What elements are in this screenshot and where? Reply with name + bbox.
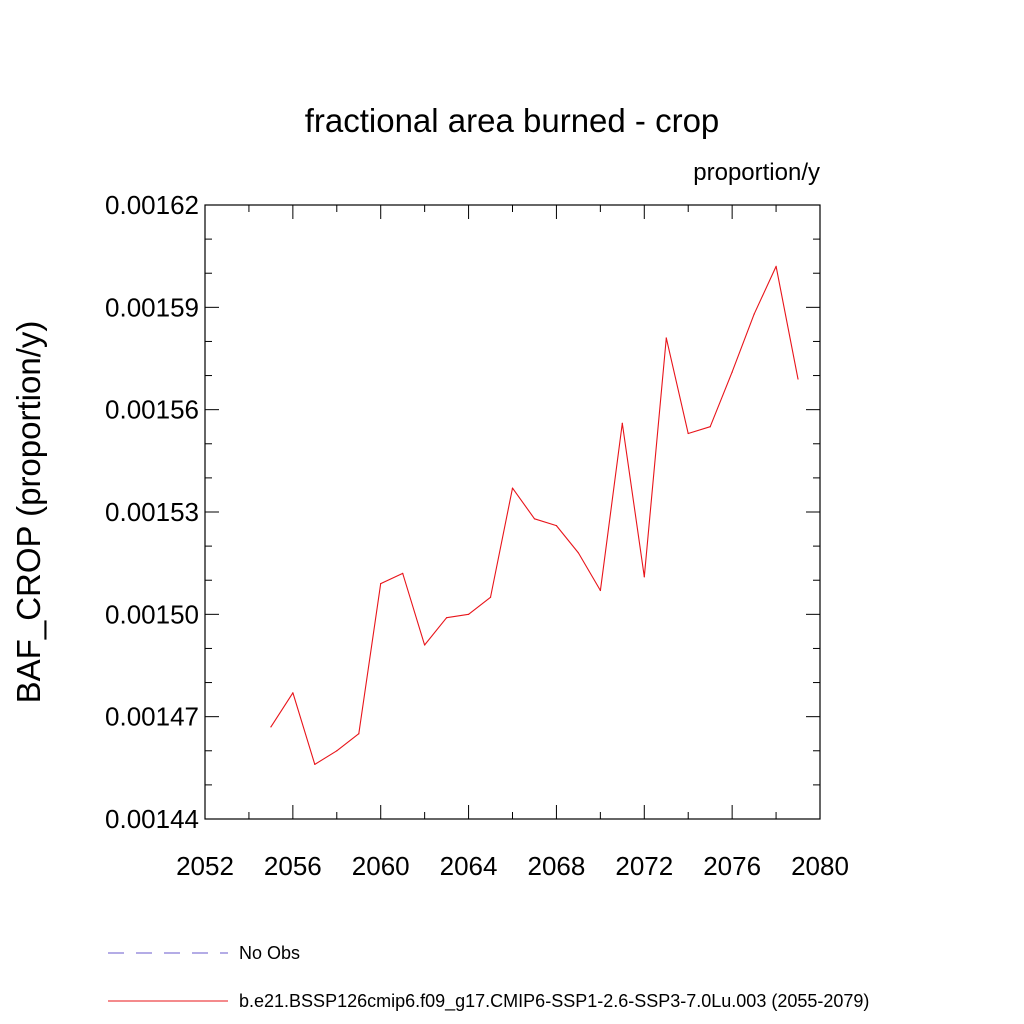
data-point — [665, 337, 667, 339]
data-point — [577, 552, 579, 554]
data-point — [599, 589, 601, 592]
y-tick-label: 0.00144 — [105, 804, 199, 834]
data-point — [687, 432, 689, 435]
x-tick-label: 2068 — [528, 851, 586, 881]
data-point — [402, 572, 404, 575]
data-point — [380, 583, 382, 585]
x-tick-label: 2056 — [264, 851, 322, 881]
data-point — [643, 576, 645, 578]
x-tick-label: 2072 — [615, 851, 673, 881]
data-point — [424, 644, 426, 646]
data-point — [797, 378, 799, 380]
data-point — [446, 617, 448, 619]
data-point — [314, 763, 316, 766]
y-tick-label: 0.00159 — [105, 292, 199, 322]
data-point — [753, 313, 755, 315]
x-tick-label: 2080 — [791, 851, 849, 881]
data-point — [489, 596, 492, 598]
data-point — [511, 487, 514, 489]
plot-frame — [204, 204, 821, 820]
y-axis-label: BAF_CROP (proportion/y) — [10, 321, 47, 704]
data-point — [270, 726, 272, 728]
data-point — [731, 371, 733, 373]
y-axis: 0.00144 0.00147 0.00150 0.00153 0.00156 0.001… — [105, 190, 820, 834]
x-tick-label: 2064 — [440, 851, 498, 881]
y-tick-label: 0.00162 — [105, 190, 199, 220]
data-point — [621, 422, 623, 424]
data-point — [775, 265, 777, 267]
data-point — [709, 426, 711, 428]
data-point — [292, 692, 294, 694]
y-tick-label: 0.00147 — [105, 702, 199, 732]
y-tick-label: 0.00150 — [105, 599, 199, 629]
units-label: proportion/y — [693, 159, 820, 186]
x-tick-label: 2052 — [176, 851, 234, 881]
series-line — [270, 265, 799, 765]
x-axis: 2052 2056 2060 2064 2068 2072 2076 2080 — [176, 205, 849, 881]
chart-title: fractional area burned - crop — [305, 102, 720, 139]
data-point — [467, 613, 470, 615]
legend-label-no-obs: No Obs — [239, 943, 300, 963]
data-point — [358, 733, 360, 735]
legend-label-model-run: b.e21.BSSP126cmip6.f09_g17.CMIP6-SSP1-2.… — [239, 991, 869, 1012]
x-tick-label: 2076 — [703, 851, 761, 881]
x-tick-label: 2060 — [352, 851, 410, 881]
y-tick-label: 0.00153 — [105, 497, 199, 527]
data-point — [533, 518, 536, 520]
data-point — [336, 750, 338, 752]
legend: No Obs b.e21.BSSP126cmip6.f09_g17.CMIP6-… — [108, 943, 869, 1012]
series-layer — [270, 265, 799, 766]
data-point — [555, 525, 558, 527]
y-tick-label: 0.00156 — [105, 395, 199, 425]
